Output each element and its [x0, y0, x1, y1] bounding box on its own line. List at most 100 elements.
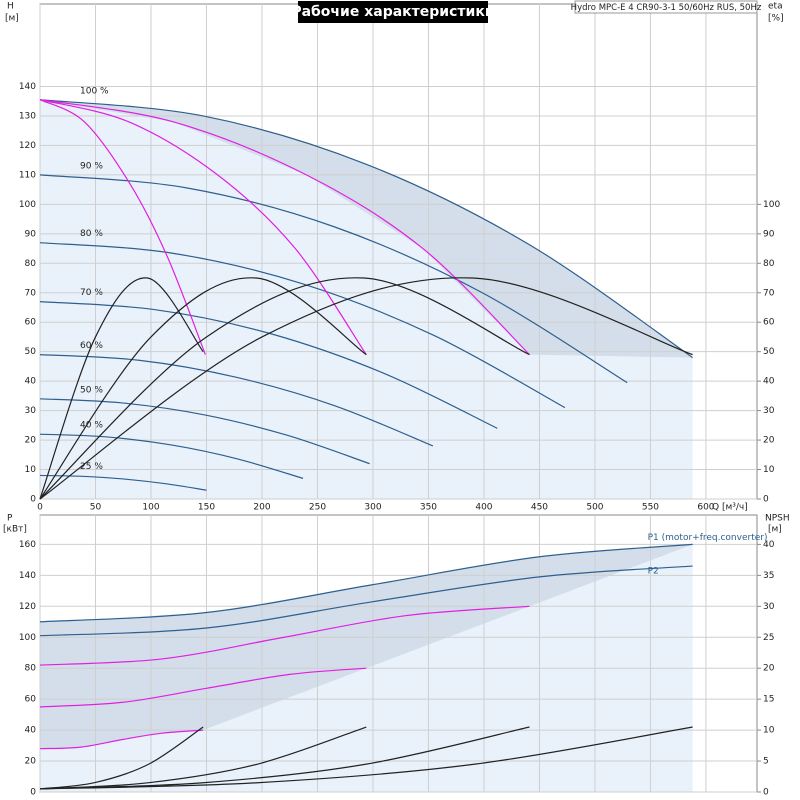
curve: [39, 433, 304, 479]
x-tick-label: 550: [642, 503, 659, 513]
curve: [39, 726, 204, 790]
y-label: P: [7, 514, 13, 524]
x-tick-label: 50: [90, 503, 102, 513]
x-tick-label: 100: [142, 503, 159, 513]
x-label: Q [м³/ч]: [712, 503, 748, 513]
curve: [39, 277, 367, 500]
y2-tick-label: 20: [763, 436, 775, 446]
y2-tick-label: 70: [763, 288, 775, 298]
legend-label: P1 (motor+freq.converter): [648, 533, 768, 543]
curve: [39, 99, 206, 355]
y2-tick-label: 0: [763, 495, 769, 505]
curve: [39, 174, 628, 384]
y2-tick-label: 100: [763, 200, 780, 210]
curve-label: 80 %: [80, 229, 103, 239]
x-tick-label: 300: [364, 503, 381, 513]
curve-label: 70 %: [80, 288, 103, 298]
y-unit: [м]: [5, 14, 19, 24]
y-tick-label: 0: [30, 495, 36, 505]
y-tick-label: 20: [25, 757, 37, 767]
x-tick-label: 500: [586, 503, 603, 513]
y2-unit: [м]: [768, 525, 782, 535]
curve: [39, 99, 367, 355]
model-box: [574, 0, 758, 14]
curve: [39, 398, 370, 465]
curve: [39, 565, 693, 637]
plot: 0 50 100 150 200 250 300 350 400 450 500 550 6000102…: [19, 3, 780, 513]
y-tick-label: 50: [25, 347, 37, 357]
y2-tick-label: 5: [763, 757, 769, 767]
light-area: [40, 99, 693, 500]
y2-tick-label: 35: [763, 571, 774, 581]
y-tick-label: 130: [19, 111, 36, 121]
curve-label: 90 %: [80, 161, 103, 171]
y2-tick-label: 20: [763, 664, 775, 674]
y2-unit: [%]: [768, 14, 784, 24]
curve: [39, 667, 367, 708]
x-tick-label: 450: [531, 503, 548, 513]
y-tick-label: 140: [19, 571, 36, 581]
y-tick-label: 140: [19, 82, 36, 92]
x-tick-label: 600: [697, 503, 714, 513]
y2-tick-label: 30: [763, 602, 775, 612]
y-tick-label: 60: [25, 695, 37, 705]
y2-tick-label: 40: [763, 540, 775, 550]
curve-label: 40 %: [80, 421, 103, 431]
legend-label: P2: [648, 567, 659, 577]
y-tick-label: 80: [25, 664, 37, 674]
y2-tick-label: 40: [763, 377, 775, 387]
plot: 0204060801001201401600510152025303540P1 …: [19, 514, 775, 798]
curve: [39, 605, 530, 666]
curve: [39, 277, 530, 500]
y-tick-label: 110: [19, 170, 36, 180]
operating-area: [40, 544, 693, 749]
y2-label: eta: [768, 2, 783, 12]
y-tick-label: 120: [19, 602, 36, 612]
chart-subtitle: Hydro MPC-E 4 CR90-3-1 50/60Hz RUS, 50Hz: [571, 3, 762, 13]
curve: [39, 277, 693, 500]
y-tick-label: 80: [25, 259, 37, 269]
curve: [39, 99, 693, 359]
y2-tick-label: 60: [763, 318, 775, 328]
y2-tick-label: 30: [763, 406, 775, 416]
y-tick-label: 0: [30, 788, 36, 798]
y2-label: NPSH: [765, 514, 790, 524]
curve: [39, 729, 204, 750]
y-tick-label: 30: [25, 406, 37, 416]
y-tick-label: 10: [25, 465, 37, 475]
y2-tick-label: 80: [763, 259, 775, 269]
curve-label: 25 %: [80, 462, 103, 472]
y2-tick-label: 90: [763, 229, 775, 239]
curve: [39, 99, 530, 356]
y-tick-label: 120: [19, 141, 36, 151]
y-tick-label: 90: [25, 229, 37, 239]
x-tick-label: 150: [198, 503, 215, 513]
curve-label: 100 %: [80, 86, 109, 96]
y-tick-label: 40: [25, 726, 37, 736]
y-tick-label: 60: [25, 318, 37, 328]
y2-tick-label: 25: [763, 633, 774, 643]
title-box: [298, 1, 488, 23]
y-tick-label: 70: [25, 288, 37, 298]
x-tick-label: 400: [475, 503, 492, 513]
chart-title: Рабочие характеристики: [291, 4, 494, 20]
y-tick-label: 40: [25, 377, 37, 387]
y-tick-label: 100: [19, 633, 36, 643]
x-tick-label: 200: [253, 503, 270, 513]
curve-label: 50 %: [80, 385, 103, 395]
curve: [39, 242, 566, 409]
x-tick-label: 0: [37, 503, 43, 513]
y-tick-label: 20: [25, 436, 37, 446]
y2-tick-label: 50: [763, 347, 775, 357]
y-tick-label: 160: [19, 540, 36, 550]
curve: [39, 726, 367, 790]
y-unit: [кВт]: [3, 525, 27, 535]
x-tick-label: 250: [309, 503, 326, 513]
curve: [39, 543, 693, 623]
y2-tick-label: 0: [763, 788, 769, 798]
curve: [39, 277, 204, 500]
y2-tick-label: 15: [763, 695, 774, 705]
y2-tick-label: 10: [763, 726, 775, 736]
curve: [39, 354, 434, 447]
